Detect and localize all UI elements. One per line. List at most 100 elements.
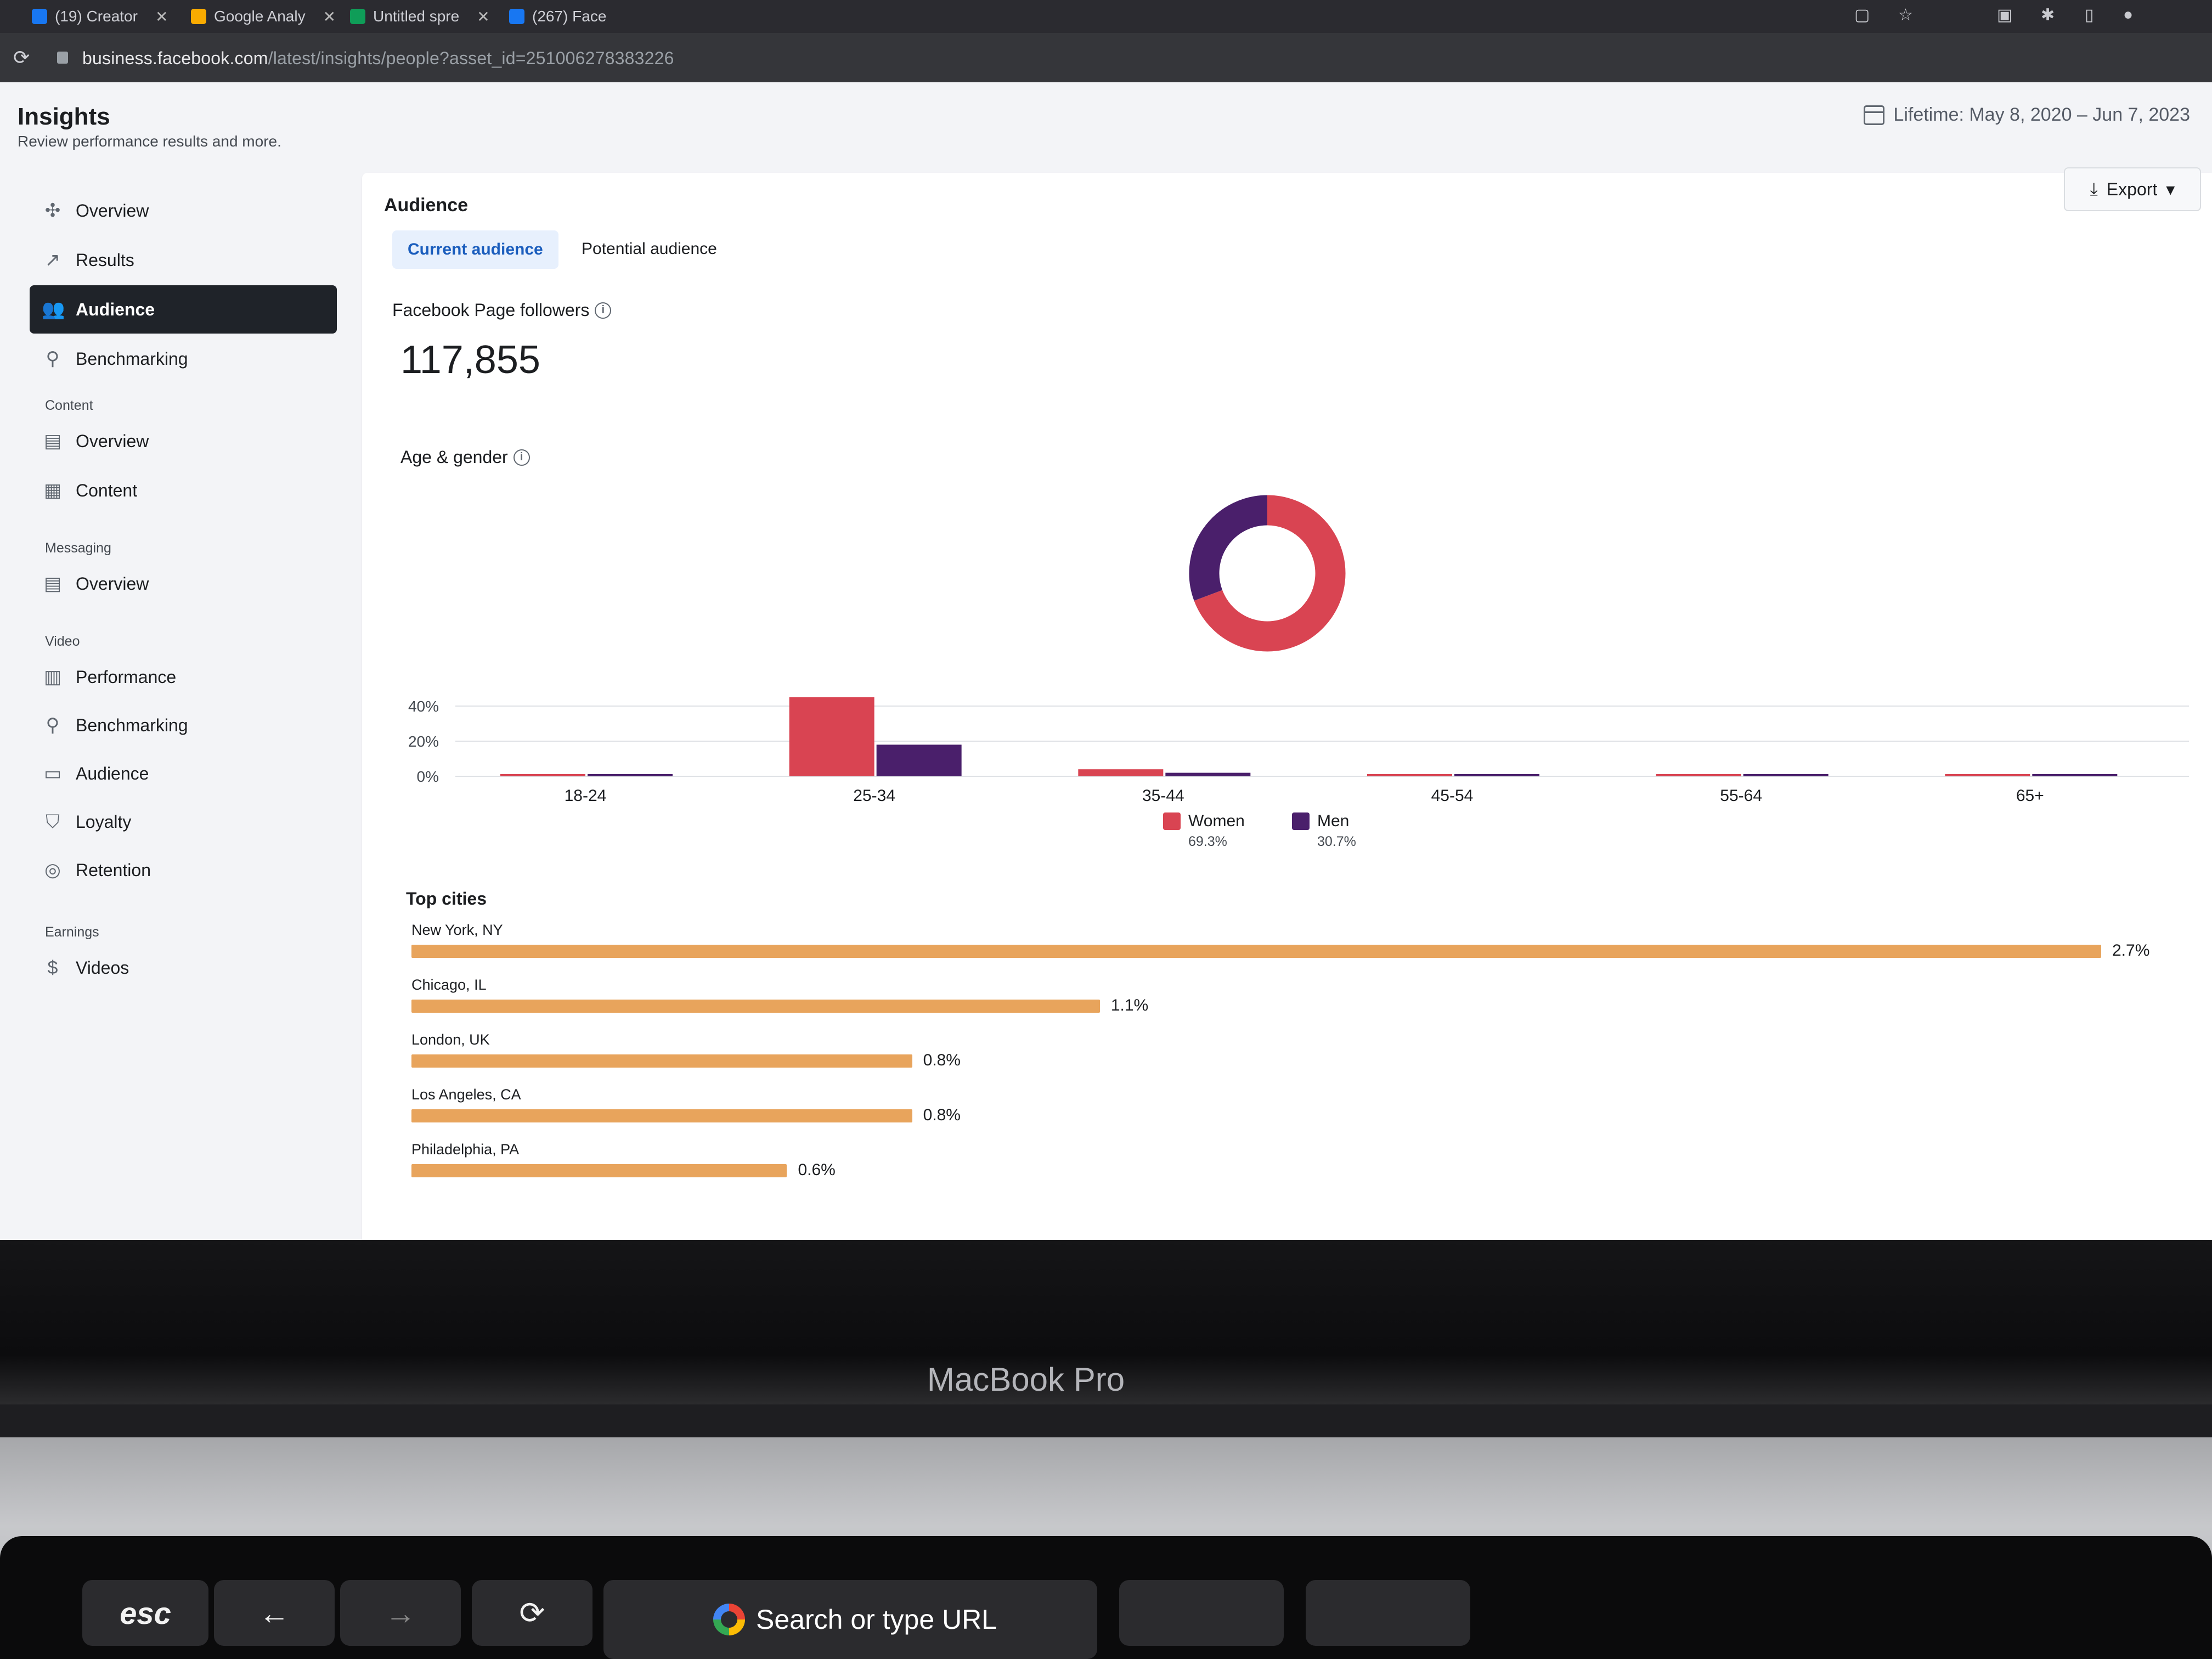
touchbar-key[interactable] [1306,1580,1470,1646]
tab-label: (19) Creator [55,8,138,25]
legend-swatch-men [1292,812,1310,830]
sidebar-item-content[interactable]: ▦ Content [30,466,337,515]
sidebar-item-video-benchmarking[interactable]: ⚲ Benchmarking [30,701,337,749]
touchbar-key[interactable] [1119,1580,1284,1646]
date-range-picker[interactable]: Lifetime: May 8, 2020 – Jun 7, 2023 [1864,104,2190,126]
avatar[interactable]: ● [2123,5,2134,24]
close-icon[interactable]: ✕ [477,8,490,25]
legend-percent: 30.7% [1317,834,1356,849]
x-tick-label: 18-24 [565,787,607,804]
sidebar-item-audience[interactable]: 👥 Audience [30,285,337,334]
city-row: Philadelphia, PA 0.6% [411,1141,2212,1196]
x-tick-label: 55-64 [1720,787,1762,804]
close-icon[interactable]: ✕ [155,8,168,25]
lock-icon[interactable] [57,52,68,64]
browser-tab[interactable]: (267) Face [499,0,616,33]
sidebar-section-messaging: Messaging [45,540,111,556]
sidebar-item-label: Audience [76,299,155,319]
extension-icon[interactable]: ▢ [1854,6,1870,24]
export-button[interactable]: ⤓ Export ▾ [2064,167,2201,211]
city-bar[interactable] [411,1054,912,1068]
chart-legend: Women 69.3% Men 30.7% [1163,812,1492,867]
sidebar-item-performance[interactable]: ▥ Performance [30,653,337,701]
page-subtitle: Review performance results and more. [18,133,281,150]
city-bar[interactable] [411,945,2101,958]
bookmark-star-icon[interactable]: ☆ [1898,6,1913,24]
browser-tab[interactable]: (19) Creator ✕ [22,0,178,33]
city-name: London, UK [411,1031,490,1048]
sidebar-section-video: Video [45,634,80,649]
followers-label: Facebook Page followers i [392,300,612,320]
touchbar-search[interactable]: Search or type URL [603,1580,1097,1659]
bar-men-18-24[interactable] [588,774,673,776]
puzzle-icon[interactable]: ✱ [2041,6,2055,24]
bar-men-45-54[interactable] [1454,774,1539,776]
esc-key[interactable]: esc [82,1580,208,1646]
followers-count: 117,855 [400,338,540,382]
sidebar-item-video-audience[interactable]: ▭ Audience [30,749,337,798]
overview-icon: ▤ [43,573,62,594]
url-host: business.facebook.com [82,48,268,68]
bar-women-18-24[interactable] [500,774,585,776]
sidebar-item-retention[interactable]: ◎ Retention [30,846,337,894]
y-tick-label: 0% [417,768,439,785]
close-icon[interactable]: ✕ [323,8,336,25]
info-icon[interactable]: i [513,449,530,466]
city-value: 1.1% [1110,996,1149,1014]
browser-tab[interactable]: Untitled spre ✕ [340,0,500,33]
url-path: /latest/insights/people?asset_id=2510062… [268,48,674,68]
sidebar-item-loyalty[interactable]: ⛉ Loyalty [30,798,337,846]
browser-tab[interactable]: Google Analy ✕ [181,0,346,33]
sidebar-item-benchmarking[interactable]: ⚲ Benchmarking [30,335,337,383]
extension-icon[interactable]: ▣ [1997,6,2013,24]
url-field[interactable]: business.facebook.com/latest/insights/pe… [82,48,674,69]
sidebar-item-label: Overview [76,200,149,221]
bar-women-45-54[interactable] [1367,774,1452,776]
city-value: 0.6% [798,1161,836,1179]
sidebar-item-earnings-videos[interactable]: $ Videos [30,944,337,992]
donut-slice-women[interactable] [1194,495,1346,652]
audience-icon: 👥 [42,299,65,320]
sheets-icon [350,9,365,24]
y-tick-label: 40% [408,698,439,715]
tab-potential-audience[interactable]: Potential audience [582,240,717,258]
reload-icon[interactable]: ⟳ [472,1580,592,1646]
bar-men-55-64[interactable] [1743,774,1829,776]
sidebar: ✣ Overview ↗ Results 👥 Audience ⚲ Benchm… [22,187,350,1263]
browser-tab-bar: (19) Creator ✕ Google Analy ✕ Untitled s… [0,0,2212,38]
city-bar[interactable] [411,1109,912,1122]
info-icon[interactable]: i [595,302,612,319]
bar-men-25-34[interactable] [876,744,962,776]
sidepanel-icon[interactable]: ▯ [2085,6,2094,24]
tab-current-audience[interactable]: Current audience [392,230,558,269]
sidebar-item-results[interactable]: ↗ Results [30,236,337,284]
bar-women-35-44[interactable] [1078,769,1164,776]
table-icon: ▦ [43,480,62,501]
city-name: Philadelphia, PA [411,1141,520,1158]
x-tick-label: 35-44 [1142,787,1184,804]
reload-icon[interactable]: ⟳ [13,46,30,69]
bar-women-25-34[interactable] [789,697,874,776]
sidebar-item-label: Overview [76,573,149,594]
city-bar[interactable] [411,1164,787,1177]
sidebar-section-content: Content [45,398,93,413]
sidebar-item-overview[interactable]: ✣ Overview [30,187,337,235]
bar-women-55-64[interactable] [1656,774,1741,776]
export-label: Export [2106,179,2158,199]
back-arrow-icon[interactable]: ← [214,1580,335,1646]
top-cities-title: Top cities [406,889,487,909]
laptop-brand-label: MacBook Pro [927,1361,1125,1398]
bar-men-35-44[interactable] [1165,772,1251,776]
bar-women-65+[interactable] [1945,774,2030,776]
forward-arrow-icon[interactable]: → [340,1580,461,1646]
sidebar-item-content-overview[interactable]: ▤ Overview [30,417,337,465]
benchmarking-icon: ⚲ [46,348,60,369]
video-icon: ▭ [43,763,62,784]
city-row: Chicago, IL 1.1% [411,977,2212,1031]
laptop-bezel [0,1240,2212,1404]
sidebar-item-messaging-overview[interactable]: ▤ Overview [30,560,337,608]
legend-item-women: Women 69.3% [1163,812,1245,850]
city-bar[interactable] [411,1000,1100,1013]
bar-men-65+[interactable] [2032,774,2118,776]
donut-slice-men[interactable] [1189,495,1268,601]
